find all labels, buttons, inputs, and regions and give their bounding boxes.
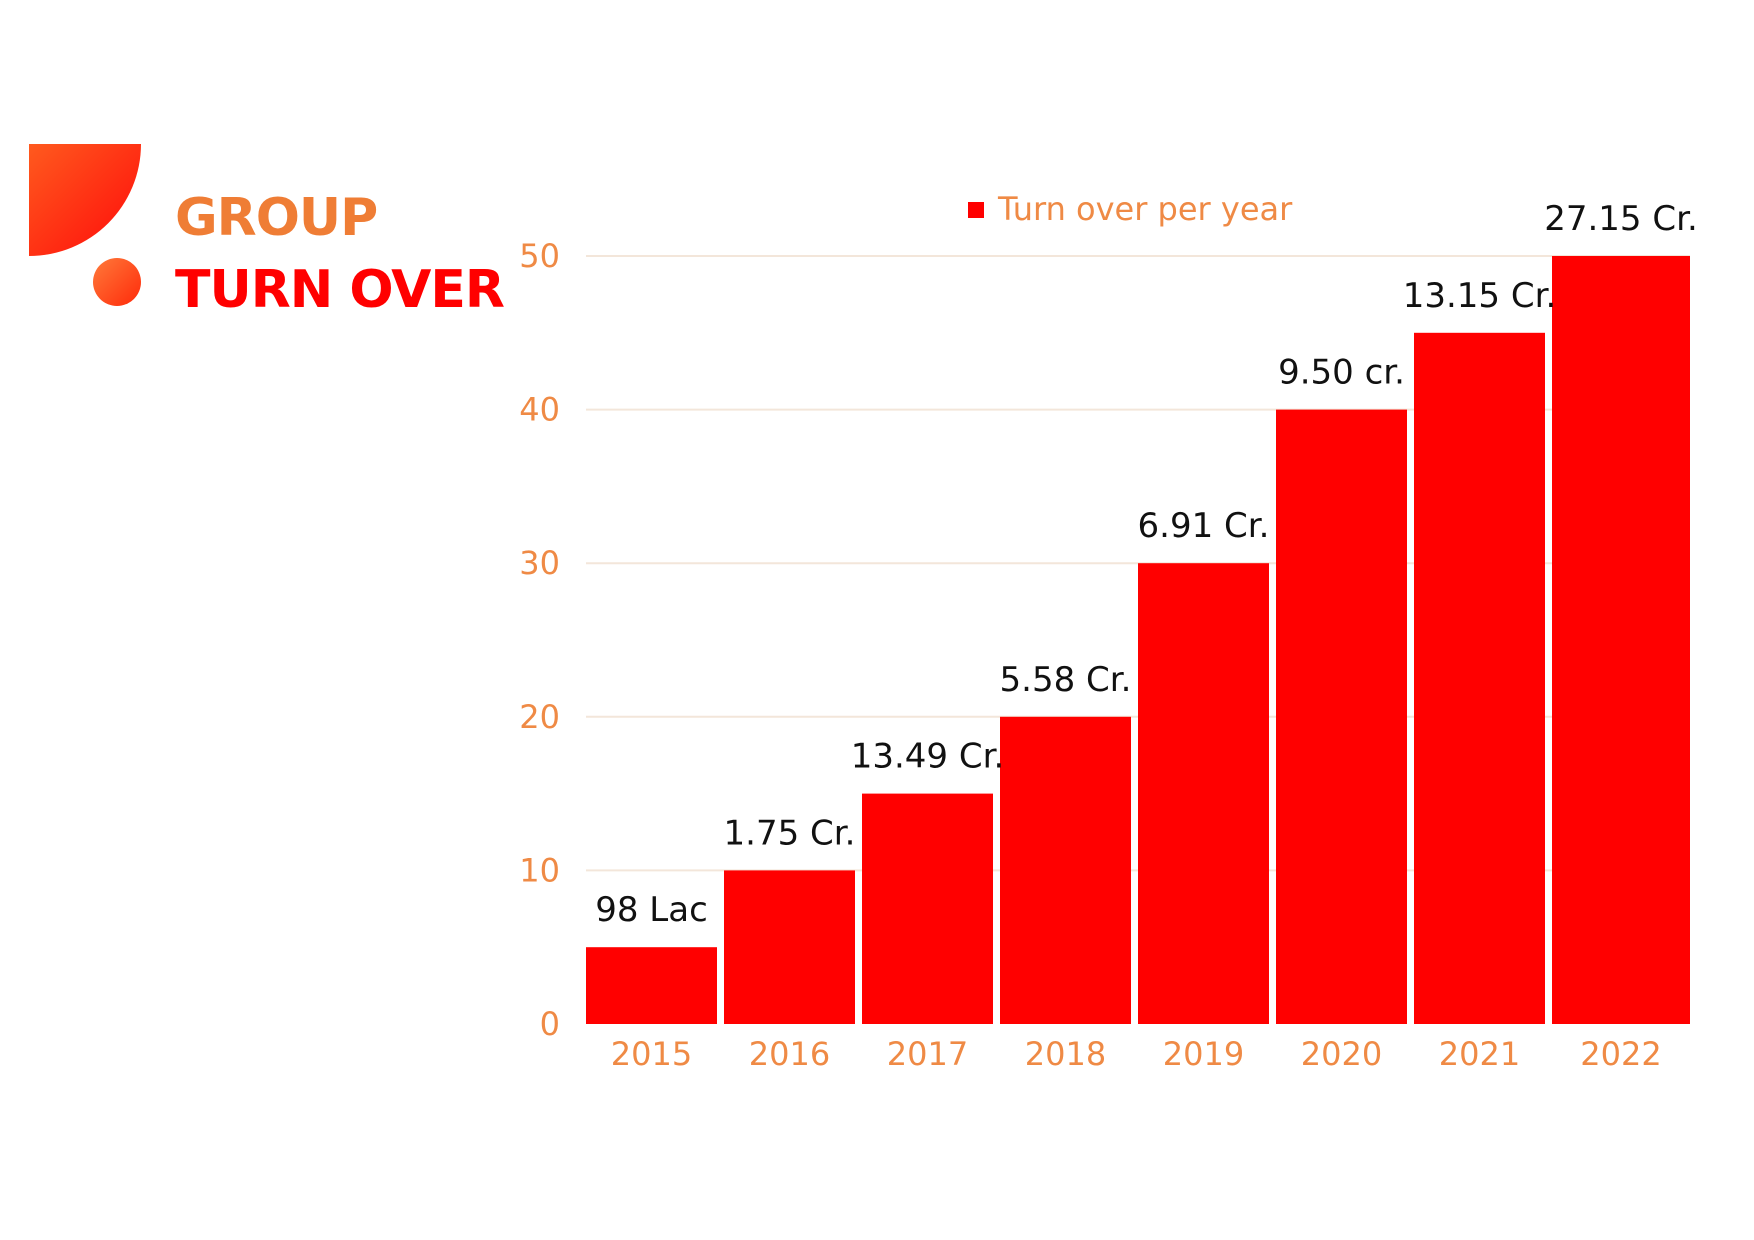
bar-2021 xyxy=(1414,332,1545,1024)
x-tick-label: 2019 xyxy=(1163,1035,1244,1073)
x-tick-label: 2017 xyxy=(887,1035,968,1073)
decorative-dot xyxy=(93,258,141,306)
y-tick-label: 30 xyxy=(519,544,560,582)
bar-2018 xyxy=(1000,716,1131,1024)
data-labels: 98 Lac 1.75 Cr. 13.49 Cr. 5.58 Cr. 6.91 Cr. 9… xyxy=(595,199,1698,930)
x-axis-ticks: 2015 2016 2017 2018 2019 2020 2021 2022 xyxy=(611,1035,1662,1073)
x-tick-label: 2022 xyxy=(1580,1035,1661,1073)
title-turn-over: TURN OVER xyxy=(175,260,505,320)
y-tick-label: 40 xyxy=(519,391,560,429)
x-tick-label: 2015 xyxy=(611,1035,692,1073)
bars xyxy=(586,256,1690,1025)
legend-label: Turn over per year xyxy=(997,190,1293,228)
data-label: 13.49 Cr. xyxy=(851,737,1005,777)
data-label: 98 Lac xyxy=(595,890,708,930)
x-tick-label: 2020 xyxy=(1301,1035,1382,1073)
y-tick-label: 10 xyxy=(519,851,560,889)
y-tick-label: 20 xyxy=(519,698,560,736)
data-label: 13.15 Cr. xyxy=(1403,276,1557,316)
title-group: GROUP xyxy=(175,188,378,248)
data-label: 27.15 Cr. xyxy=(1544,199,1698,239)
y-tick-label: 50 xyxy=(519,237,560,275)
x-tick-label: 2016 xyxy=(749,1035,830,1073)
x-tick-label: 2018 xyxy=(1025,1035,1106,1073)
data-label: 1.75 Cr. xyxy=(724,813,856,853)
data-label: 5.58 Cr. xyxy=(1000,660,1132,700)
bar-2020 xyxy=(1276,409,1407,1025)
y-axis-ticks: 0 10 20 30 40 50 xyxy=(519,237,560,1043)
x-tick-label: 2021 xyxy=(1439,1035,1520,1073)
legend: Turn over per year xyxy=(968,190,1293,228)
bar-2019 xyxy=(1138,563,1269,1024)
data-label: 6.91 Cr. xyxy=(1138,506,1270,546)
bar-2015 xyxy=(586,947,717,1024)
legend-swatch xyxy=(968,202,984,218)
data-label: 9.50 cr. xyxy=(1278,353,1405,393)
bar-2016 xyxy=(724,870,855,1024)
bar-2017 xyxy=(862,793,993,1024)
bar-2022 xyxy=(1552,256,1690,1024)
y-tick-label: 0 xyxy=(540,1005,560,1043)
